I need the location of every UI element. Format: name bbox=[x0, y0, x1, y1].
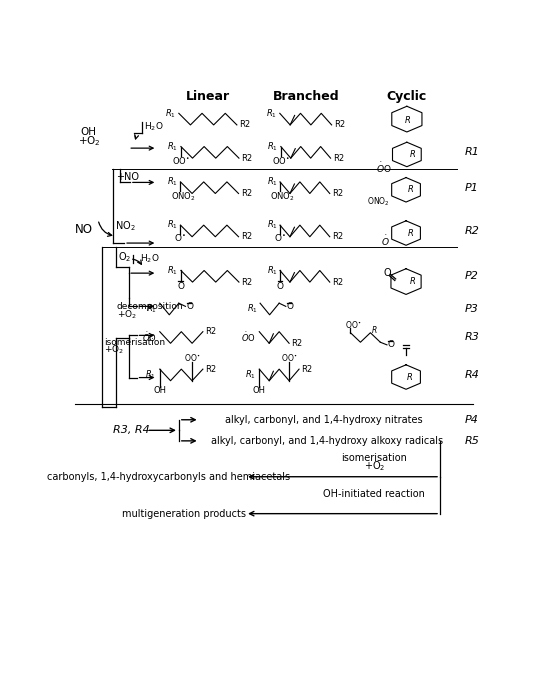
Text: R2: R2 bbox=[241, 189, 252, 198]
Text: H$_2$O: H$_2$O bbox=[144, 121, 164, 134]
Text: H$_2$O: H$_2$O bbox=[140, 253, 159, 265]
Text: ONO$_2$: ONO$_2$ bbox=[367, 195, 389, 208]
Text: OO$^{•}$: OO$^{•}$ bbox=[172, 155, 190, 166]
Text: $R_1$: $R_1$ bbox=[167, 175, 178, 188]
Text: $\dot{O}$: $\dot{O}$ bbox=[381, 234, 389, 249]
Text: ONO$_2$: ONO$_2$ bbox=[171, 190, 195, 203]
Text: R4: R4 bbox=[465, 370, 480, 380]
Text: R: R bbox=[408, 229, 414, 238]
Text: +NO: +NO bbox=[116, 172, 139, 182]
Text: OH: OH bbox=[80, 127, 96, 137]
Text: $\dot{O}$O: $\dot{O}$O bbox=[241, 331, 256, 345]
Text: R2: R2 bbox=[332, 277, 343, 286]
Text: O: O bbox=[286, 302, 293, 311]
Text: decomposition: decomposition bbox=[117, 302, 184, 312]
Text: $R_1$: $R_1$ bbox=[167, 219, 178, 232]
Text: R2: R2 bbox=[292, 339, 303, 348]
Text: OO$^{•}$: OO$^{•}$ bbox=[345, 319, 361, 329]
Text: Linear: Linear bbox=[186, 90, 230, 103]
Text: R2: R2 bbox=[205, 327, 217, 336]
Text: +O$_2$: +O$_2$ bbox=[117, 308, 137, 321]
Text: isomerisation: isomerisation bbox=[104, 338, 165, 347]
Text: P4: P4 bbox=[465, 415, 479, 425]
Text: R: R bbox=[409, 150, 415, 159]
Text: $R_1$: $R_1$ bbox=[167, 140, 178, 153]
Text: +O$_2$: +O$_2$ bbox=[364, 459, 385, 473]
Text: $R_1$: $R_1$ bbox=[165, 107, 177, 120]
Text: R2: R2 bbox=[241, 232, 252, 241]
Text: $R_1$: $R_1$ bbox=[268, 140, 278, 153]
Text: NO: NO bbox=[74, 223, 93, 236]
Text: OO$^{•}$: OO$^{•}$ bbox=[184, 352, 200, 363]
Text: $R_1$: $R_1$ bbox=[146, 303, 157, 315]
Text: R2: R2 bbox=[241, 277, 253, 286]
Text: R1: R1 bbox=[465, 147, 480, 158]
Text: R2: R2 bbox=[332, 232, 343, 241]
Text: R: R bbox=[408, 186, 414, 195]
Text: O: O bbox=[186, 302, 193, 311]
Text: R3, R4: R3, R4 bbox=[113, 425, 150, 435]
Text: isomerisation: isomerisation bbox=[341, 453, 408, 463]
Text: P1: P1 bbox=[465, 183, 479, 192]
Text: $R_1$: $R_1$ bbox=[266, 107, 277, 120]
Text: R: R bbox=[405, 116, 411, 125]
Text: R2: R2 bbox=[205, 364, 217, 373]
Text: alkyl, carbonyl, and 1,4-hydroxy nitrates: alkyl, carbonyl, and 1,4-hydroxy nitrate… bbox=[225, 415, 423, 425]
Text: OH-initiated reaction: OH-initiated reaction bbox=[323, 488, 425, 499]
Text: R: R bbox=[410, 277, 416, 286]
Text: $\dot{O}$O: $\dot{O}$O bbox=[376, 161, 392, 175]
Text: $R_1$: $R_1$ bbox=[146, 369, 156, 381]
Text: $R_1$: $R_1$ bbox=[247, 303, 258, 315]
Text: O$^{•}$: O$^{•}$ bbox=[274, 232, 286, 243]
Text: $R_1$: $R_1$ bbox=[266, 219, 278, 232]
Text: NO$_2$: NO$_2$ bbox=[116, 219, 136, 233]
Text: R: R bbox=[407, 373, 413, 382]
Text: $R_1$: $R_1$ bbox=[167, 264, 178, 277]
Text: R2: R2 bbox=[333, 153, 344, 162]
Text: O: O bbox=[383, 268, 391, 278]
Text: R2: R2 bbox=[239, 121, 250, 129]
Text: O: O bbox=[277, 282, 284, 291]
Text: O: O bbox=[388, 340, 395, 349]
Text: OO$^{•}$: OO$^{•}$ bbox=[281, 352, 297, 363]
Text: $R_1$: $R_1$ bbox=[266, 175, 278, 188]
Text: $\dot{O}$O: $\dot{O}$O bbox=[142, 331, 156, 345]
Text: O$_2$: O$_2$ bbox=[118, 251, 132, 264]
Text: P3: P3 bbox=[465, 304, 479, 314]
Text: OH: OH bbox=[253, 386, 266, 395]
Text: alkyl, carbonyl, and 1,4-hydroxy alkoxy radicals: alkyl, carbonyl, and 1,4-hydroxy alkoxy … bbox=[211, 436, 444, 446]
Text: O: O bbox=[178, 282, 185, 291]
Text: R2: R2 bbox=[302, 364, 312, 373]
Text: Branched: Branched bbox=[272, 90, 339, 103]
Text: R5: R5 bbox=[465, 436, 480, 446]
Text: R2: R2 bbox=[332, 189, 343, 198]
Text: R2: R2 bbox=[241, 153, 253, 162]
Text: R3: R3 bbox=[465, 332, 480, 342]
Text: $R_1$: $R_1$ bbox=[266, 264, 278, 277]
Text: Cyclic: Cyclic bbox=[387, 90, 427, 103]
Text: multigeneration products: multigeneration products bbox=[122, 509, 246, 519]
Text: OO$^{•}$: OO$^{•}$ bbox=[272, 155, 290, 166]
Text: $R_1$: $R_1$ bbox=[245, 369, 256, 381]
Text: carbonyls, 1,4-hydroxycarbonyls and hemiacetals: carbonyls, 1,4-hydroxycarbonyls and hemi… bbox=[47, 472, 290, 482]
Text: O$^{•}$: O$^{•}$ bbox=[174, 232, 187, 243]
Text: R2: R2 bbox=[334, 121, 345, 129]
Text: OH: OH bbox=[153, 386, 166, 395]
Text: ONO$_2$: ONO$_2$ bbox=[270, 190, 295, 203]
Text: R: R bbox=[372, 326, 377, 335]
Text: +O$_2$: +O$_2$ bbox=[104, 344, 124, 356]
Text: +O$_2$: +O$_2$ bbox=[78, 134, 101, 148]
Text: R2: R2 bbox=[465, 226, 480, 236]
Text: P2: P2 bbox=[465, 271, 479, 282]
